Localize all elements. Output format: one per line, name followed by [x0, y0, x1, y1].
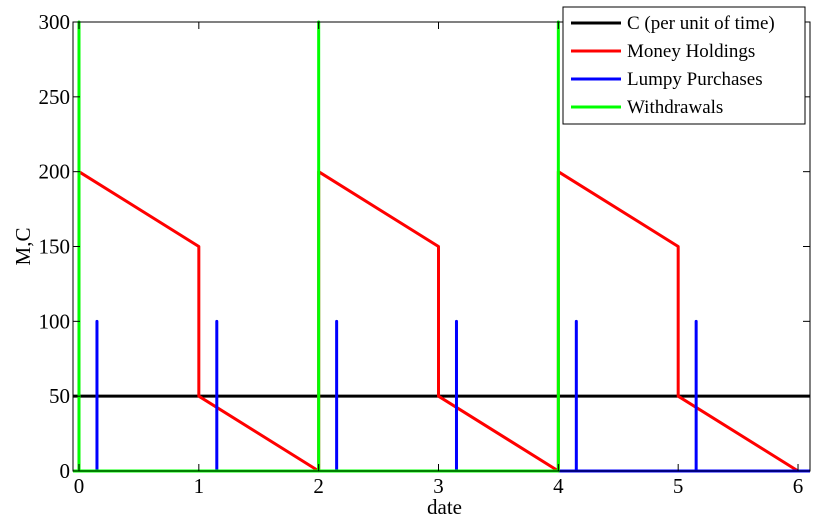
x-tick-label: 2 [313, 474, 324, 498]
legend-label: Withdrawals [627, 97, 723, 118]
x-tick-label: 3 [433, 474, 444, 498]
x-tick-label: 5 [673, 474, 684, 498]
y-tick-label: 300 [39, 10, 71, 34]
legend-label: C (per unit of time) [627, 13, 775, 34]
series-line-2 [77, 170, 799, 473]
x-tick-label: 1 [194, 474, 205, 498]
legend-label: Money Holdings [627, 41, 755, 62]
y-tick-label: 100 [39, 309, 71, 333]
x-tick-label: 6 [793, 474, 804, 498]
y-tick-label: 150 [39, 235, 71, 259]
legend-box [562, 6, 806, 125]
y-tick-label: 250 [39, 85, 71, 109]
x-tick-label: 0 [74, 474, 85, 498]
ticks: 0 1 2 3 4 5 6 0 50 100 150 200 250 300 [39, 10, 810, 498]
x-axis-label: date [427, 495, 462, 518]
y-axis-label: M,C [11, 228, 35, 266]
y-tick-label: 200 [39, 160, 71, 184]
y-tick-label: 50 [49, 384, 70, 408]
y-tick-label: 0 [60, 459, 71, 483]
legend: C (per unit of time) Money Holdings Lumpy … [562, 6, 806, 125]
legend-label: Lumpy Purchases [627, 69, 763, 90]
series-line-4 [73, 20, 560, 473]
x-tick-label: 4 [553, 474, 564, 498]
